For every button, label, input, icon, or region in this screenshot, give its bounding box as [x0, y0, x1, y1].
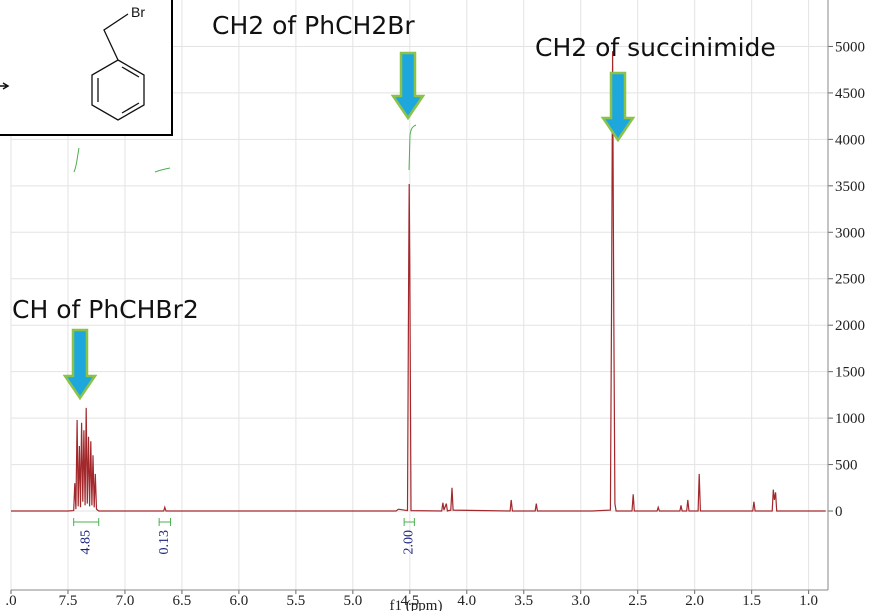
- integral-label: 0.13: [157, 530, 172, 555]
- x-tick-label: 4.0: [457, 593, 476, 609]
- integral-label: 2.00: [401, 530, 416, 555]
- y-tick-label: 1500: [835, 365, 865, 381]
- x-axis-label: f1 (ppm): [390, 598, 443, 611]
- x-tick-label: 7.5: [59, 593, 78, 609]
- x-tick-label: 3.0: [571, 593, 590, 609]
- annotation-text: CH2 of succinimide: [535, 33, 776, 62]
- annotation-arrow: [600, 71, 636, 143]
- y-tick-label: 1000: [835, 411, 865, 427]
- y-tick-label: 2500: [835, 272, 865, 288]
- integral-bracket: [158, 518, 172, 526]
- x-tick-label: 5.0: [343, 593, 362, 609]
- inset: Br: [0, 0, 173, 136]
- y-tick-label: 3000: [835, 225, 865, 241]
- y-tick-label: 2000: [835, 318, 865, 334]
- benzene-ring: [91, 59, 145, 121]
- spectrum: [11, 51, 826, 512]
- x-tick-label: .0: [5, 593, 16, 609]
- x-tick-label: 1.0: [799, 593, 818, 609]
- y-tick-label: 500: [835, 458, 858, 474]
- y-tick-label: 4500: [835, 86, 865, 102]
- integral-bracket: [73, 518, 100, 526]
- reaction-arrow: [0, 82, 10, 90]
- annotation-text: CH of PhCHBr2: [12, 295, 199, 324]
- inset-frame: [0, 0, 173, 136]
- y-tick-label: 4000: [835, 132, 865, 148]
- x-tick-label: 6.5: [173, 593, 192, 609]
- integral-trace: [73, 147, 80, 173]
- x-tick-label: 4.5: [400, 593, 419, 609]
- integral-bracket: [403, 518, 415, 526]
- x-tick-label: 5.5: [286, 593, 305, 609]
- x-tick-label: 2.5: [628, 593, 647, 609]
- x-tick-label: 7.0: [116, 593, 135, 609]
- bond: [103, 13, 129, 61]
- inset-label: Br: [131, 4, 145, 20]
- integral-label: 4.85: [78, 530, 93, 555]
- x-tick-label: 2.0: [685, 593, 704, 609]
- integral-trace: [154, 167, 171, 173]
- arrows: CH2 of PhCH2Br CH2 of succinimide CH of Ph…: [12, 11, 776, 401]
- x-tick-label: 6.0: [230, 593, 249, 609]
- annotation-arrow: [62, 328, 98, 401]
- double-bond: [121, 102, 140, 114]
- x-tick-label: 1.5: [742, 593, 761, 609]
- y-tick-label: 0: [835, 504, 843, 520]
- annotation-text: CH2 of PhCH2Br: [212, 11, 415, 40]
- integral-trace: [408, 124, 417, 171]
- double-bond: [121, 66, 140, 78]
- annotation-arrow: [390, 51, 426, 121]
- y-tick-label: 5000: [835, 39, 865, 55]
- x-tick-label: 3.5: [514, 593, 533, 609]
- y-tick-label: 3500: [835, 179, 865, 195]
